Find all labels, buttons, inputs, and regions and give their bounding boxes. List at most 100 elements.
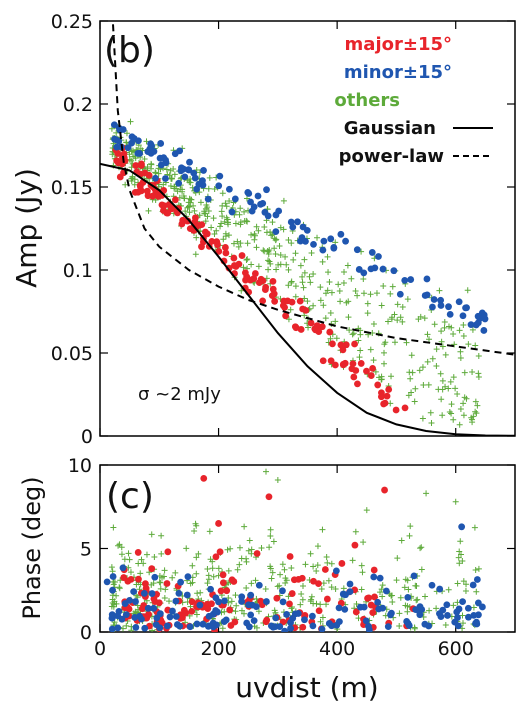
amp-point-others	[381, 360, 388, 367]
phase-point-others	[274, 583, 281, 590]
phase-point-major	[288, 590, 296, 597]
phase-point-others	[252, 577, 259, 584]
amp-point-others	[460, 400, 467, 407]
phase-point-minor	[289, 614, 297, 622]
phase-point-major	[228, 576, 236, 584]
phase-point-others	[281, 566, 288, 573]
phase-point-minor	[328, 622, 336, 630]
phase-point-others	[456, 548, 463, 555]
amp-point-others	[472, 342, 479, 349]
amp-point-minor	[157, 161, 165, 169]
amp-point-minor	[320, 237, 328, 245]
phase-point-major	[315, 607, 323, 615]
amp-point-minor	[459, 312, 467, 320]
phase-point-minor	[141, 624, 149, 632]
amp-point-minor	[360, 269, 368, 277]
phase-point-major	[381, 486, 388, 494]
amp-point-others	[364, 300, 371, 307]
amp-point-minor	[472, 321, 480, 329]
amp-point-others	[428, 419, 435, 426]
phase-point-others	[128, 627, 135, 632]
amp-point-others	[438, 328, 445, 335]
phase-point-minor	[458, 523, 466, 531]
x-tick-label: 200	[200, 638, 236, 660]
amp-point-minor	[150, 148, 158, 155]
amp-point-others	[265, 250, 272, 257]
phase-point-minor	[332, 567, 340, 575]
amp-point-major	[208, 238, 216, 245]
phase-point-minor	[212, 607, 220, 614]
phase-point-major	[369, 609, 377, 617]
panel-b: 0 0.05 0.1 0.15 0.2 0.25 (b) σ ~2 mJy major±1…	[51, 11, 516, 448]
amp-point-major	[385, 386, 393, 393]
phase-point-minor	[478, 603, 486, 611]
phase-point-minor	[169, 607, 176, 615]
phase-point-minor	[221, 597, 228, 605]
phase-point-others	[269, 569, 276, 576]
phase-point-minor	[175, 589, 183, 597]
phase-point-others	[221, 608, 228, 615]
amp-point-others	[304, 298, 311, 305]
phase-point-others	[460, 578, 467, 585]
x-axis-label: uvdist (m)	[235, 671, 378, 704]
amp-point-major	[116, 173, 124, 181]
amp-point-others	[340, 279, 347, 286]
phase-point-major	[204, 605, 212, 612]
panel-c-frame	[99, 464, 516, 633]
amp-point-others	[285, 266, 292, 273]
amp-point-major	[268, 292, 276, 300]
amp-point-others	[299, 273, 306, 280]
legend-major: major±15°	[345, 34, 452, 55]
phase-point-major	[134, 549, 142, 556]
amp-point-others	[391, 311, 398, 318]
phase-point-minor	[379, 604, 387, 612]
phase-point-minor	[172, 597, 180, 605]
amp-point-others	[388, 373, 395, 380]
phase-point-minor	[267, 622, 275, 630]
phase-point-major	[265, 493, 273, 501]
amp-point-others	[436, 287, 443, 294]
amp-point-minor	[421, 292, 429, 299]
phase-point-major	[286, 600, 293, 608]
phase-point-minor	[339, 590, 347, 598]
phase-point-minor	[473, 576, 481, 583]
amp-point-others	[261, 224, 268, 231]
phase-point-minor	[279, 598, 287, 606]
amp-point-others	[475, 370, 482, 377]
phase-point-others	[232, 592, 239, 599]
amp-point-others	[378, 302, 385, 309]
amp-point-others	[346, 327, 353, 334]
amp-point-major	[160, 202, 168, 210]
phase-point-others	[433, 605, 440, 612]
amp-point-others	[317, 284, 324, 291]
phase-point-others	[192, 520, 199, 527]
phase-point-others	[158, 550, 165, 557]
phase-point-others	[317, 618, 324, 625]
phase-point-others	[407, 523, 414, 530]
amp-point-minor	[231, 195, 239, 203]
amp-point-others	[277, 252, 284, 259]
phase-point-others	[328, 584, 335, 591]
phase-point-minor	[245, 623, 253, 631]
phase-point-others	[396, 622, 403, 629]
amp-point-others	[442, 351, 449, 358]
amp-point-minor	[367, 265, 375, 273]
amp-point-others	[470, 413, 477, 420]
phase-point-others	[233, 602, 240, 609]
amp-point-minor	[379, 265, 387, 273]
phase-point-others	[241, 523, 248, 530]
amp-point-others	[248, 261, 255, 268]
amp-point-minor	[437, 296, 445, 304]
panel-b-frame	[99, 20, 516, 437]
phase-point-others	[274, 477, 281, 484]
phase-point-others	[225, 567, 232, 574]
amp-point-others	[408, 389, 415, 396]
amp-point-others	[404, 296, 411, 303]
amp-point-minor	[257, 200, 264, 208]
phase-point-others	[266, 544, 273, 551]
amp-point-major	[143, 187, 151, 195]
amp-point-others	[123, 130, 130, 137]
phase-point-others	[310, 563, 317, 570]
phase-point-others	[157, 585, 164, 592]
amp-point-others	[191, 207, 198, 214]
